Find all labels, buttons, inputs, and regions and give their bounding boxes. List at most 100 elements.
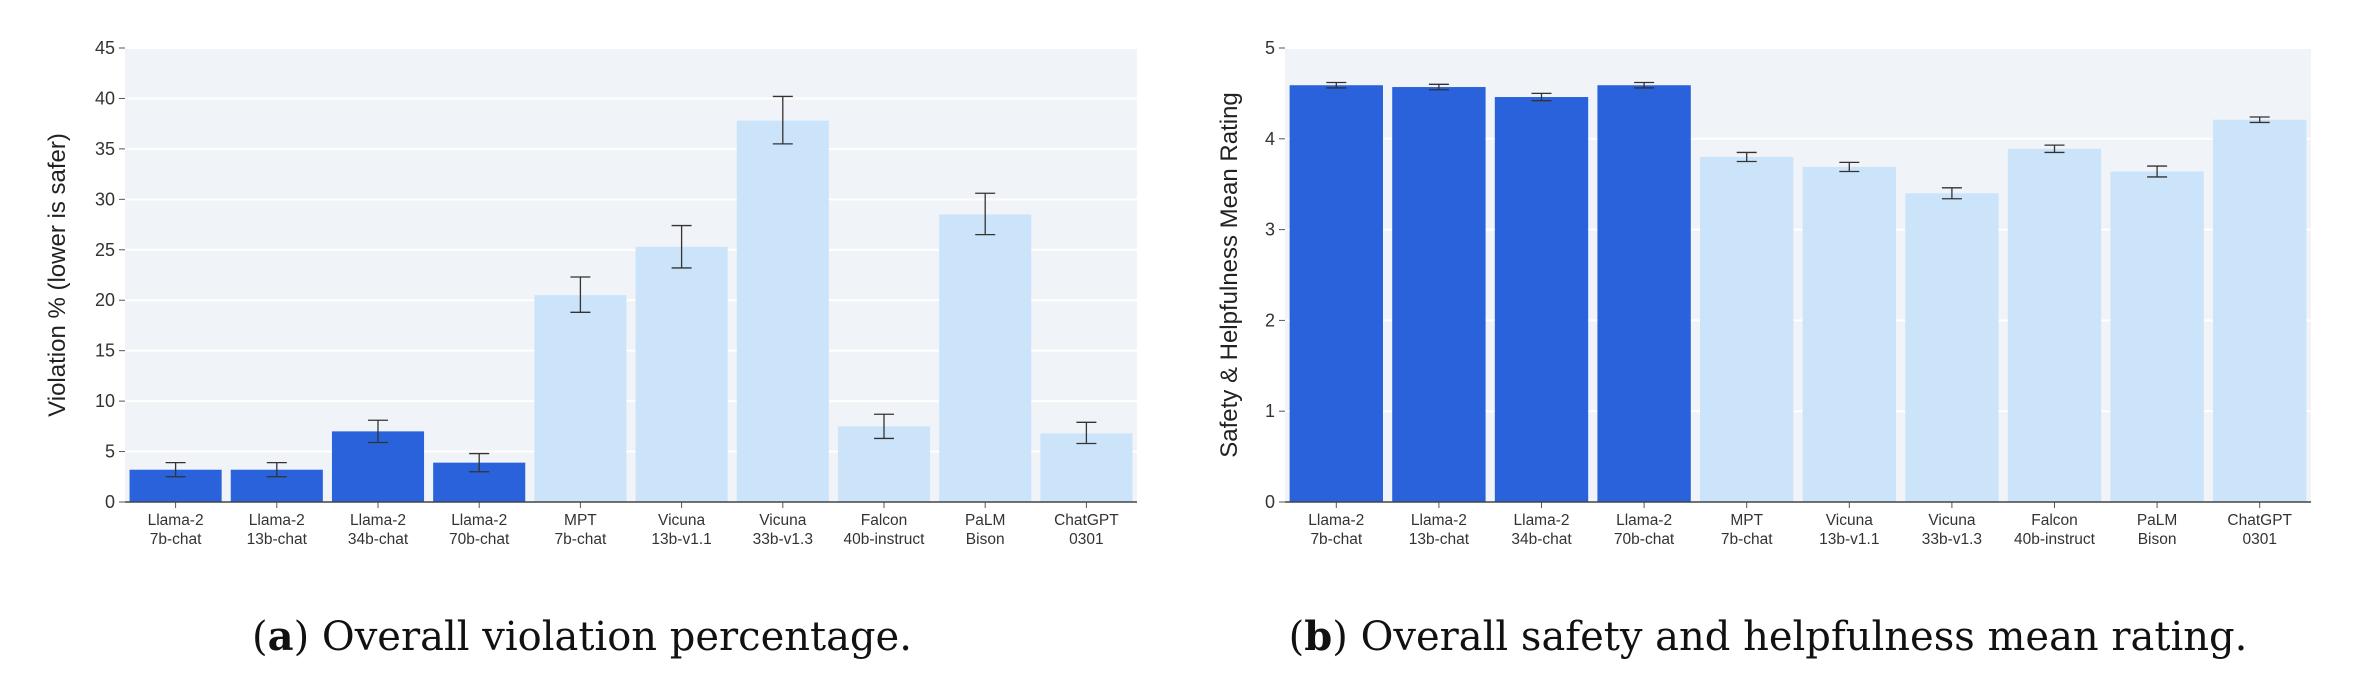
x-tick-label: 34b-chat — [348, 531, 409, 548]
y-axis-label: Violation % (lower is safer) — [44, 133, 71, 417]
bar-mpt-7b-chat — [534, 295, 627, 502]
x-tick-label: 40b-instruct — [844, 531, 926, 548]
caption-b: (b) Overall safety and helpfulness mean … — [1289, 613, 2248, 660]
y-tick-label: 40 — [95, 88, 115, 108]
y-tick-label: 30 — [95, 189, 115, 209]
error-bar — [2147, 165, 2168, 178]
x-tick-label: 13b-v1.1 — [1819, 531, 1879, 548]
error-bar — [570, 276, 591, 313]
x-tick-label: 7b-chat — [150, 531, 202, 548]
y-tick-label: 25 — [95, 240, 115, 260]
error-bar — [2249, 116, 2270, 124]
y-tick-label: 20 — [95, 290, 115, 310]
x-tick-label: 13b-chat — [247, 531, 308, 548]
bar-palm-bison — [939, 214, 1032, 502]
x-tick-label: Llama-2 — [1308, 512, 1364, 529]
bar-llama-2-7b-chat — [1289, 85, 1383, 502]
y-tick-label: 5 — [1265, 38, 1275, 58]
x-tick-label: Llama-2 — [1616, 512, 1672, 529]
y-axis-label: Safety & Helpfulness Mean Rating — [1216, 92, 1243, 458]
x-tick-label: 0301 — [2242, 531, 2276, 548]
bar-vicuna-33b-v1.3 — [1905, 193, 1999, 502]
bar-falcon-40b-instruct — [2007, 148, 2102, 502]
x-tick-label: 33b-v1.3 — [753, 531, 813, 548]
error-bar — [1634, 81, 1655, 89]
x-tick-label: Vicuna — [1826, 512, 1873, 529]
caption-b-label: b — [1304, 613, 1332, 660]
x-tick-label: 34b-chat — [1511, 531, 1572, 548]
bar-llama-2-34b-chat — [1494, 97, 1589, 503]
x-tick-label: PaLM — [965, 512, 1006, 529]
error-bar — [1326, 81, 1347, 89]
x-tick-label: MPT — [564, 512, 597, 529]
x-tick-label: Llama-2 — [1411, 512, 1467, 529]
x-tick-label: 13b-v1.1 — [651, 531, 711, 548]
error-bar — [165, 462, 186, 478]
bar-vicuna-13b-v1.1 — [1802, 166, 1896, 502]
caption-a-text: Overall violation percentage. — [322, 614, 912, 660]
x-tick-label: 7b-chat — [1310, 531, 1362, 548]
error-bar — [874, 413, 894, 440]
caption-a-label: a — [268, 613, 294, 660]
x-tick-label: 70b-chat — [449, 531, 510, 548]
x-tick-label: ChatGPT — [2227, 512, 2292, 529]
y-tick-label: 3 — [1265, 220, 1275, 240]
caption-a: (a) Overall violation percentage. — [252, 613, 912, 660]
x-tick-label: Falcon — [2031, 512, 2078, 529]
error-bar — [1736, 151, 1757, 163]
y-tick-label: 10 — [95, 391, 115, 411]
bar-vicuna-13b-v1.1 — [635, 246, 728, 502]
x-tick-label: Llama-2 — [1514, 512, 1570, 529]
error-bar — [1076, 421, 1097, 445]
x-tick-label: 13b-chat — [1409, 531, 1470, 548]
bar-vicuna-33b-v1.3 — [736, 120, 829, 502]
y-tick-label: 4 — [1265, 129, 1275, 149]
x-tick-label: MPT — [1730, 512, 1763, 529]
error-bar — [368, 419, 388, 444]
x-tick-label: Llama-2 — [350, 512, 406, 529]
error-bar — [1941, 187, 1962, 200]
y-tick-label: 35 — [95, 139, 115, 159]
y-tick-label: 45 — [95, 38, 115, 58]
error-bar — [772, 95, 793, 145]
x-tick-label: 33b-v1.3 — [1922, 531, 1982, 548]
x-tick-label: 0301 — [1069, 531, 1103, 548]
caption-b-text: Overall safety and helpfulness mean rati… — [1361, 614, 2248, 660]
bar-llama-2-70b-chat — [1597, 85, 1691, 502]
error-bar — [1428, 83, 1449, 91]
x-tick-label: Vicuna — [759, 512, 806, 529]
bar-chatgpt-0301 — [1040, 433, 1133, 502]
bar-mpt-7b-chat — [1700, 156, 1794, 502]
bar-llama-2-13b-chat — [1392, 87, 1486, 502]
chart-violation-percentage: 0 5 10 15 20 25 30 35 40 45 Llama-2 7b-chat Llama-2 1… — [44, 38, 1137, 548]
x-tick-label: Bison — [966, 531, 1005, 548]
x-tick-label: 70b-chat — [1614, 531, 1675, 548]
x-tick-label: 7b-chat — [555, 531, 607, 548]
x-tick-label: Llama-2 — [451, 512, 507, 529]
x-tick-label: Llama-2 — [249, 512, 305, 529]
x-tick-label: Bison — [2138, 531, 2177, 548]
bar-palm-bison — [2110, 171, 2204, 502]
y-tick-label: 0 — [1265, 492, 1275, 512]
bar-chatgpt-0301 — [2213, 119, 2307, 503]
y-tick-label: 0 — [105, 492, 115, 512]
y-tick-label: 1 — [1265, 401, 1275, 421]
error-bar — [1531, 92, 1552, 102]
x-tick-label: Vicuna — [658, 512, 705, 529]
chart-mean-rating: 0 1 2 3 4 5 Llama-2 7b-chat Llama-2 13b-chat Llama… — [1216, 38, 2311, 548]
x-tick-label: PaLM — [2137, 512, 2178, 529]
error-bar — [975, 192, 996, 236]
error-bar — [671, 224, 692, 269]
x-tick-label: 40b-instruct — [2014, 531, 2096, 548]
bar-llama-2-34b-chat — [331, 431, 425, 502]
x-tick-label: Vicuna — [1928, 512, 1975, 529]
x-tick-label: Llama-2 — [148, 512, 204, 529]
x-tick-label: ChatGPT — [1054, 512, 1119, 529]
y-tick-label: 2 — [1265, 310, 1275, 330]
y-tick-label: 15 — [95, 341, 115, 361]
error-bar — [469, 452, 490, 473]
x-tick-label: Falcon — [861, 512, 908, 529]
error-bar — [266, 462, 287, 478]
x-tick-label: 7b-chat — [1721, 531, 1773, 548]
